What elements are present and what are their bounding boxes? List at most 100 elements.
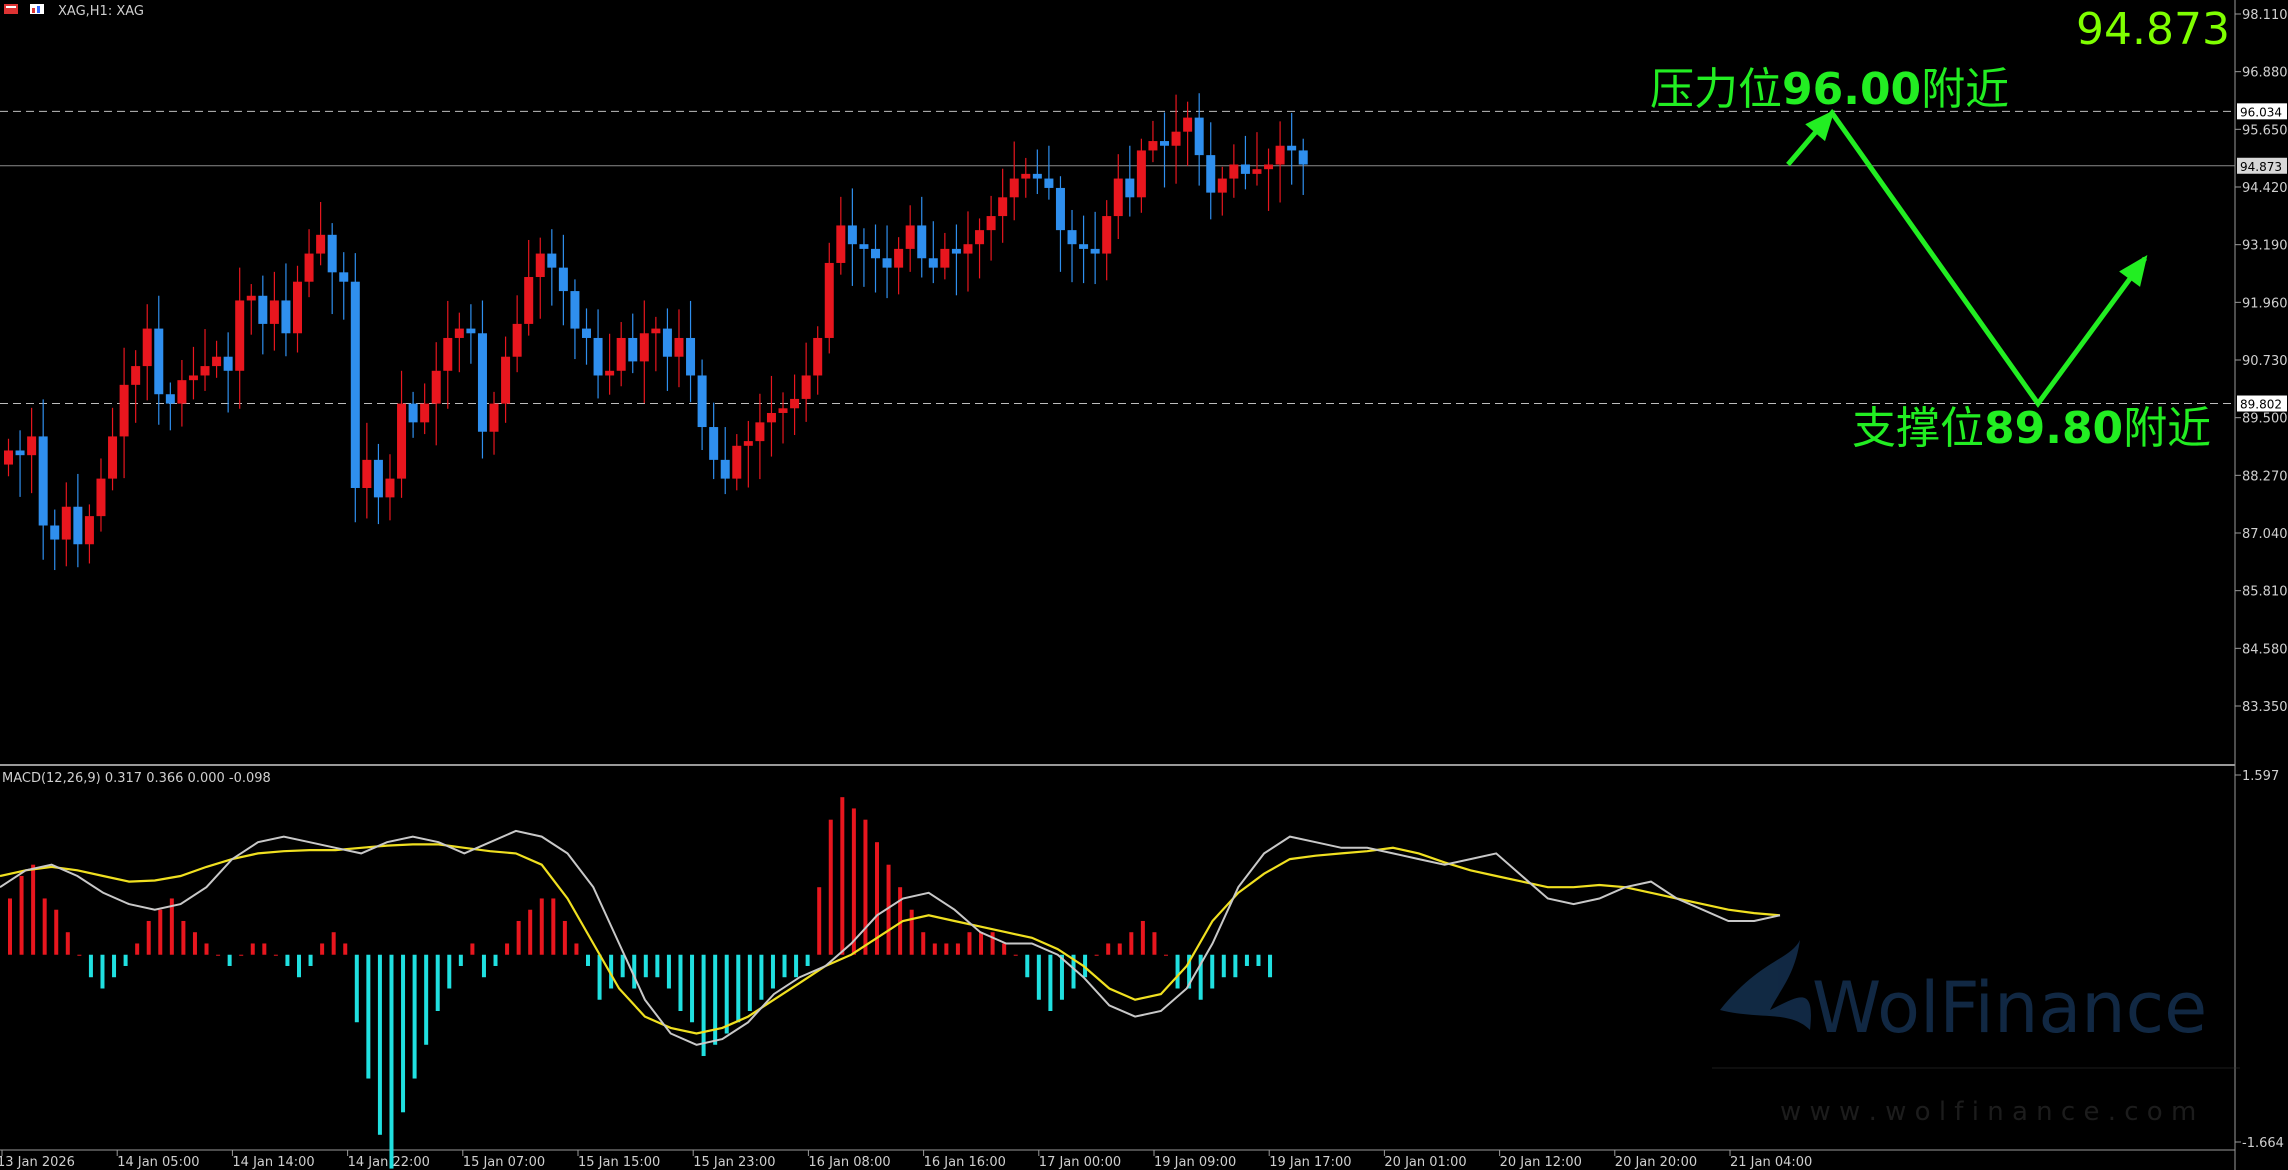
price-tag-label: 94.873 [2240,160,2282,174]
price-tick-label: 90.730 [2242,354,2288,369]
candle-body [269,300,279,324]
macd-histogram-bar [1187,954,1192,989]
macd-histogram-bar [1036,954,1041,1000]
macd-histogram-bar [620,954,625,978]
macd-histogram-bar [204,943,209,955]
time-tick-label: 14 Jan 05:00 [117,1155,199,1170]
macd-histogram-bar [343,943,348,955]
macd-histogram-bar [1164,954,1168,956]
candle-body [420,403,430,423]
macd-histogram-bar [782,954,787,978]
macd-histogram-bar [759,954,764,1000]
candle-body [235,300,245,371]
candle-body [790,398,800,409]
macd-histogram-bar [481,954,486,978]
macd-histogram-bar [586,954,590,966]
arrowhead [1805,109,1835,142]
macd-histogram-bar [690,954,695,1023]
macd-histogram-bar [805,954,810,966]
candle-body [871,248,880,259]
candle-body [96,478,106,517]
macd-histogram-bar [389,954,394,1169]
time-tick-label: 20 Jan 20:00 [1615,1155,1697,1170]
macd-histogram-bar [886,864,891,955]
candle-body [743,441,753,446]
price-tick-label: 88.270 [2242,469,2288,484]
macd-histogram-bar [609,954,614,989]
candle-body [755,422,765,442]
candle-body [4,450,13,465]
macd-histogram-bar [146,920,151,955]
price-tag-box [2237,395,2287,412]
candle-body [859,244,869,249]
candle-body [1240,164,1250,174]
price-tag-label: 89.802 [2240,398,2282,412]
candle-body [1264,164,1274,170]
time-tick-label: 19 Jan 09:00 [1154,1155,1236,1170]
candle-body [836,225,846,263]
candle-body [246,295,256,301]
macd-histogram-bar [967,932,972,955]
price-lines [0,110,2235,405]
time-tick-label: 20 Jan 12:00 [1500,1155,1582,1170]
candle-body [1287,145,1297,151]
candle-body [131,366,141,385]
candle-body [466,328,476,334]
macd-histogram-bar [1059,954,1064,1000]
candle-body [27,436,37,456]
chart-type-icon-bar [32,8,35,13]
macd-histogram-bar [366,954,371,1079]
time-tick-label: 21 Jan 04:00 [1730,1155,1812,1170]
candle-body [373,459,383,498]
candle-body [408,403,418,423]
macd-histogram-bar [192,932,197,955]
candle-body [154,328,164,395]
macd-histogram-bar [528,909,533,955]
macd-histogram-bar [458,954,463,966]
macd-histogram-bar [88,954,93,978]
candle-body [431,370,441,404]
macd-histogram-bar [308,954,313,966]
macd-histogram-bar [412,954,417,1079]
menu-icon-line [6,6,16,8]
macd-histogram-bar [1002,943,1007,955]
candle-body [824,262,834,338]
candle-body [73,506,83,545]
macd-histogram-bar [1117,943,1122,955]
macd-histogram-bar [1129,932,1134,955]
candle-body [281,300,291,334]
candle-body [443,337,453,371]
candle-body [177,380,187,404]
macd-histogram-bar [770,954,775,989]
candle-body [917,225,927,259]
candle-body [1067,230,1077,245]
candle-body [582,328,591,338]
candle-body [894,248,904,268]
candle-body [327,234,337,273]
candle-body [1021,173,1031,179]
macd-histogram-bar [678,954,683,1012]
macd-lines [0,829,1781,1046]
macd-histogram-bar [42,898,47,955]
macd-histogram-bar [840,797,845,955]
macd-histogram-bar [1013,954,1018,956]
macd-histogram-bar [655,954,660,978]
candle-body [1206,155,1216,193]
price-tick-label: 91.960 [2242,296,2288,311]
macd-histogram-bar [713,954,718,1045]
macd-histogram-bar [828,819,833,955]
support-annotation: 支撑位89.80附近 [1852,403,2211,454]
candle-body [1217,178,1227,193]
time-tick-label: 13 Jan 2026 [0,1155,75,1170]
candle-body [1171,131,1181,146]
candle-body [628,337,638,362]
candle-body [766,412,776,423]
menu-icon[interactable] [4,4,18,14]
macd-histogram-bar [817,887,822,955]
candle-body [1229,164,1239,179]
macd-histogram-bar [1268,954,1273,978]
wolf-logo-icon [1720,940,1811,1030]
candle-body [84,516,94,545]
candle-body [1032,173,1042,179]
macd-histogram-bar [1025,954,1030,978]
